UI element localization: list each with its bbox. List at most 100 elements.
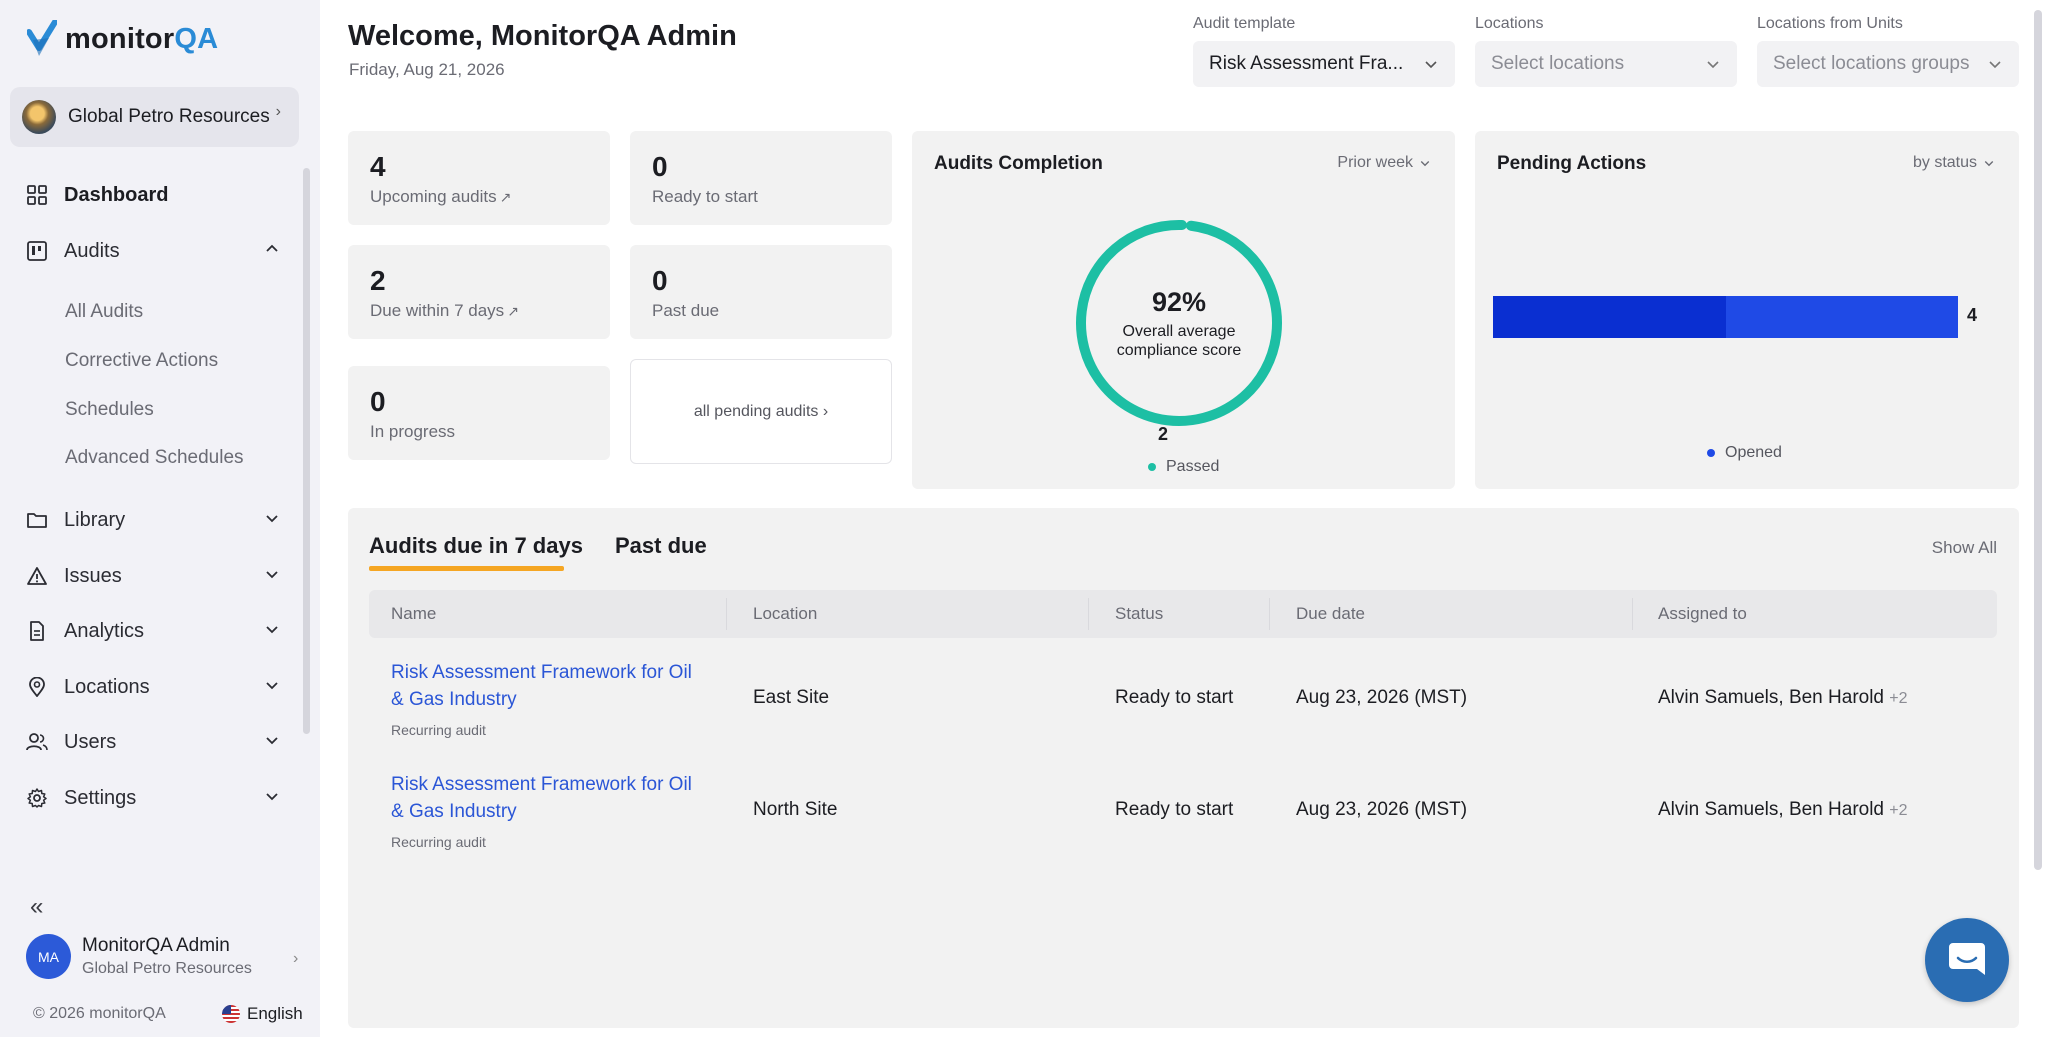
audit-due-date: Aug 23, 2026 (MST) — [1296, 687, 1468, 708]
group-by-selector[interactable]: by status — [1913, 154, 1995, 172]
audit-name-link[interactable]: Risk Assessment Framework for Oil & Gas … — [391, 774, 692, 822]
document-icon — [26, 620, 48, 642]
locations-select[interactable]: Select locations — [1475, 41, 1737, 87]
nav-corrective-actions[interactable]: Corrective Actions — [65, 350, 219, 371]
audit-template-select[interactable]: Risk Assessment Fra... — [1193, 41, 1455, 87]
stat-due-within-7-days[interactable]: 2 Due within 7 days ↗ — [348, 245, 610, 339]
organization-avatar — [22, 100, 56, 134]
us-flag-icon — [222, 1005, 240, 1023]
nav-settings-label: Settings — [64, 786, 137, 809]
nav-locations[interactable]: Locations — [26, 672, 280, 702]
column-due-date[interactable]: Due date — [1296, 604, 1365, 623]
audit-assignees: Alvin Samuels, Ben Harold +2 — [1658, 799, 1908, 820]
column-divider — [1088, 598, 1089, 630]
logo[interactable]: monitorQA — [27, 20, 218, 58]
group-by-label: by status — [1912, 154, 1977, 171]
chat-support-button[interactable] — [1925, 918, 2009, 1002]
column-assigned-to[interactable]: Assigned to — [1658, 604, 1747, 623]
column-name[interactable]: Name — [391, 604, 437, 623]
warning-icon — [26, 565, 48, 587]
audit-status: Ready to start — [1115, 799, 1234, 820]
location-groups-placeholder: Select locations groups — [1773, 53, 1970, 74]
nav-dashboard[interactable]: Dashboard — [26, 180, 280, 210]
period-label: Prior week — [1337, 154, 1413, 171]
nav-audits[interactable]: Audits — [26, 236, 280, 266]
collapse-sidebar-icon[interactable]: « — [30, 893, 44, 920]
copyright: © 2026 monitorQA — [33, 1005, 166, 1022]
logo-text: monitorQA — [65, 22, 219, 55]
language-selector[interactable]: English — [222, 1004, 303, 1024]
column-status[interactable]: Status — [1115, 604, 1164, 623]
page-title: Welcome, MonitorQA Admin — [348, 20, 737, 52]
chevron-down-icon — [1425, 61, 1437, 69]
bar-value-label: 4 — [1967, 305, 1978, 325]
nav-library-label: Library — [64, 508, 126, 531]
nav-audits-label: Audits — [64, 239, 120, 262]
sidebar-scrollbar[interactable] — [303, 168, 310, 734]
chevron-right-icon[interactable]: › — [293, 950, 299, 967]
audits-completion-panel: Audits Completion Prior week 92% Overall… — [912, 131, 1455, 489]
locations-label: Locations — [1475, 15, 1544, 32]
table-row[interactable]: Risk Assessment Framework for Oil & Gas … — [369, 644, 1997, 756]
stat-past-due[interactable]: 0 Past due — [630, 245, 892, 339]
nav-analytics-label: Analytics — [64, 619, 145, 642]
audit-type: Recurring audit — [391, 834, 486, 850]
chevron-down-icon — [266, 793, 278, 801]
folder-icon — [26, 509, 48, 531]
nav-advanced-schedules[interactable]: Advanced Schedules — [65, 447, 244, 468]
more-assignees-badge[interactable]: +2 — [1889, 690, 1908, 707]
chevron-down-icon — [266, 571, 278, 579]
donut-slice-passed[interactable] — [1072, 216, 1286, 430]
legend-label: Passed — [1166, 458, 1220, 475]
compliance-subtitle-line2: compliance score — [1116, 341, 1242, 359]
location-groups-select[interactable]: Select locations groups — [1757, 41, 2019, 87]
legend-passed[interactable]: Passed — [1148, 458, 1219, 476]
logo-check-icon — [27, 20, 57, 56]
period-selector[interactable]: Prior week — [1337, 154, 1431, 172]
donut-center-label: 92% Overall average compliance score — [1072, 216, 1286, 430]
chevron-down-icon — [1420, 161, 1430, 167]
tab-audits-due-7-days[interactable]: Audits due in 7 days — [369, 533, 583, 558]
stat-upcoming-audits[interactable]: 4 Upcoming audits ↗ — [348, 131, 610, 225]
nav-schedules[interactable]: Schedules — [65, 399, 154, 420]
table-row[interactable]: Risk Assessment Framework for Oil & Gas … — [369, 756, 1997, 868]
stat-in-progress[interactable]: 0 In progress — [348, 366, 610, 460]
chevron-down-icon — [266, 737, 278, 745]
organization-switcher[interactable]: Global Petro Resources › — [10, 87, 299, 147]
chevron-down-icon — [1989, 61, 2001, 69]
user-profile[interactable]: MA MonitorQA Admin Global Petro Resource… — [26, 934, 252, 979]
location-pin-icon — [26, 676, 48, 698]
nav-analytics[interactable]: Analytics — [26, 616, 280, 646]
all-pending-audits-link[interactable]: all pending audits › — [630, 359, 892, 464]
stat-label: Upcoming audits ↗ — [370, 187, 512, 206]
audit-assignees: Alvin Samuels, Ben Harold +2 — [1658, 687, 1908, 708]
chevron-up-icon — [266, 244, 278, 252]
tab-past-due[interactable]: Past due — [615, 533, 707, 558]
chevron-down-icon — [1707, 61, 1719, 69]
main-scrollbar[interactable] — [2034, 10, 2042, 870]
more-assignees-badge[interactable]: +2 — [1889, 802, 1908, 819]
show-all-link[interactable]: Show All — [1931, 538, 1997, 557]
pending-actions-bar[interactable] — [1493, 296, 1958, 338]
location-groups-label: Locations from Units — [1757, 15, 1903, 32]
nav-users-label: Users — [64, 730, 117, 753]
nav-all-audits[interactable]: All Audits — [65, 301, 144, 322]
legend-opened[interactable]: Opened — [1707, 444, 1782, 462]
chevron-down-icon — [266, 515, 278, 523]
stat-label: In progress — [370, 422, 456, 441]
completion-donut-chart: 92% Overall average compliance score — [1072, 216, 1286, 430]
column-location[interactable]: Location — [753, 604, 818, 623]
nav-library[interactable]: Library — [26, 505, 280, 535]
grid-icon — [26, 184, 48, 206]
audit-name-link[interactable]: Risk Assessment Framework for Oil & Gas … — [391, 662, 692, 710]
legend-dot — [1707, 449, 1715, 457]
nav-issues[interactable]: Issues — [26, 561, 280, 591]
bar-opened-segment-b — [1725, 296, 1958, 338]
stat-value: 0 — [652, 265, 668, 296]
audit-location: North Site — [753, 799, 838, 820]
legend-label: Opened — [1725, 444, 1782, 461]
legend-dot — [1148, 463, 1156, 471]
stat-ready-to-start[interactable]: 0 Ready to start — [630, 131, 892, 225]
nav-users[interactable]: Users — [26, 727, 280, 757]
nav-settings[interactable]: Settings — [26, 783, 280, 813]
